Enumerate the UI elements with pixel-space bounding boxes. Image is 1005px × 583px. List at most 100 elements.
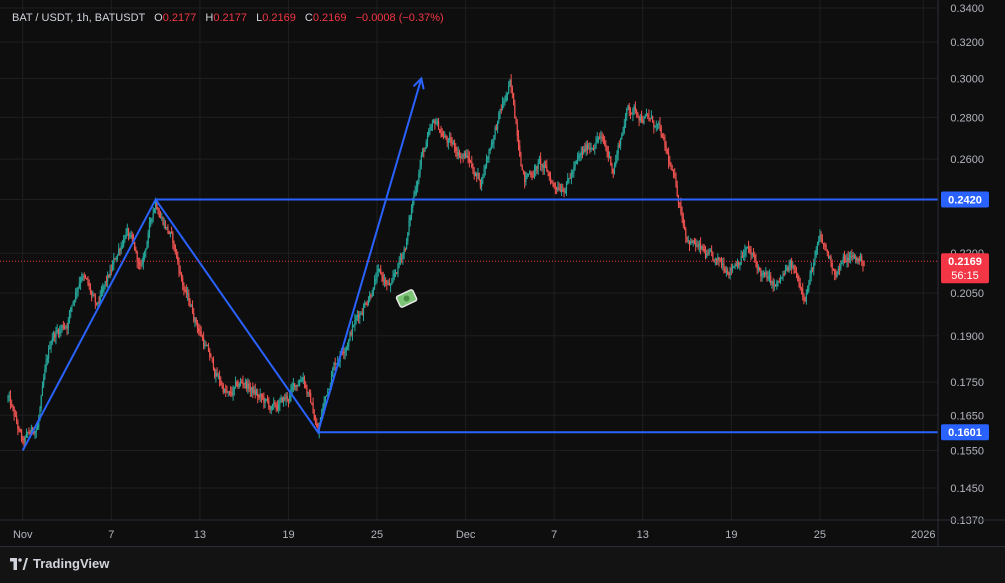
candle	[171, 226, 173, 234]
candle	[707, 249, 709, 256]
candle-body	[167, 226, 169, 232]
candle-body	[231, 392, 233, 396]
candle	[20, 428, 23, 443]
candle	[429, 123, 431, 135]
candle	[779, 274, 782, 284]
candle-body	[816, 244, 819, 250]
candle	[244, 378, 247, 389]
candle	[691, 239, 693, 244]
candle	[743, 249, 745, 261]
axes: 0.34000.32000.30000.28000.26000.24200.22…	[0, 0, 1005, 546]
candle-body	[365, 303, 367, 305]
candle	[686, 236, 688, 243]
candle-body	[634, 106, 636, 111]
candle	[302, 372, 304, 385]
candle-body	[564, 190, 566, 193]
candle-body	[282, 398, 285, 402]
candle	[517, 129, 520, 151]
candle-body	[725, 270, 728, 273]
candle-body	[233, 386, 235, 390]
candle	[158, 208, 160, 218]
candle-body	[617, 145, 619, 154]
candle	[364, 300, 366, 308]
candle	[854, 254, 857, 264]
candle-body	[399, 257, 402, 261]
candle-body	[241, 381, 243, 383]
candle	[370, 293, 372, 300]
tradingview-logo-icon	[10, 557, 28, 570]
candle	[798, 275, 800, 288]
candle-body	[168, 231, 170, 235]
candle-body	[509, 80, 511, 86]
banknote-center	[403, 295, 410, 302]
candle-body	[621, 134, 623, 139]
candle-body	[604, 140, 606, 145]
candle-body	[520, 156, 522, 167]
candle-body	[768, 275, 771, 277]
candle-body	[560, 189, 563, 192]
candle	[62, 320, 64, 331]
candle	[596, 132, 598, 144]
candle-body	[766, 272, 768, 280]
candle	[567, 172, 569, 185]
candle	[287, 398, 290, 408]
candle	[714, 257, 716, 266]
candle	[556, 186, 558, 195]
candle-body	[43, 378, 45, 386]
candle	[239, 377, 242, 387]
candle	[792, 261, 794, 270]
candle	[14, 409, 16, 417]
legend-symbol[interactable]: BAT / USDT, 1h, BATUSDT	[12, 12, 146, 24]
candle	[773, 279, 775, 291]
candle	[234, 376, 237, 389]
candle	[109, 264, 111, 279]
candle	[612, 168, 614, 179]
candle	[350, 329, 352, 337]
tradingview-brand[interactable]: TradingView	[10, 556, 109, 571]
candle-body	[504, 100, 506, 102]
candle	[279, 397, 281, 412]
candle-body	[450, 137, 452, 143]
candle	[776, 279, 778, 290]
candle-body	[93, 294, 95, 297]
candle	[850, 250, 852, 264]
candle	[399, 252, 402, 266]
candle	[19, 428, 21, 433]
candle	[862, 260, 864, 272]
level-label-text: 0.1601	[948, 427, 982, 439]
candle	[640, 110, 643, 123]
candle	[704, 245, 707, 260]
candle	[9, 390, 12, 410]
candle-body	[210, 356, 212, 358]
candle	[100, 285, 103, 298]
candle	[826, 249, 828, 257]
candle-body	[372, 287, 374, 296]
candle-body	[409, 216, 411, 221]
candle-body	[20, 431, 23, 439]
candle-body	[194, 318, 196, 321]
candle-body	[50, 343, 52, 348]
candle	[253, 385, 255, 396]
candle	[359, 310, 361, 325]
candle-body	[236, 381, 238, 386]
candle	[474, 171, 477, 177]
candle	[551, 179, 553, 184]
candle-body	[854, 256, 857, 259]
candle	[447, 137, 449, 150]
candle-body	[683, 225, 686, 229]
candle-body	[146, 243, 148, 250]
candle	[498, 110, 500, 124]
candle	[355, 314, 357, 325]
candle-body	[660, 126, 662, 137]
candle	[116, 254, 119, 261]
candle-body	[738, 262, 740, 266]
candle-body	[402, 254, 404, 259]
candle-body	[724, 268, 726, 273]
candle-body	[174, 244, 176, 253]
price-chart[interactable]: 0.34000.32000.30000.28000.26000.24200.22…	[0, 0, 1005, 546]
candle-body	[78, 283, 80, 288]
candle	[173, 240, 175, 252]
candle-body	[575, 160, 577, 164]
candle-body	[813, 262, 815, 270]
